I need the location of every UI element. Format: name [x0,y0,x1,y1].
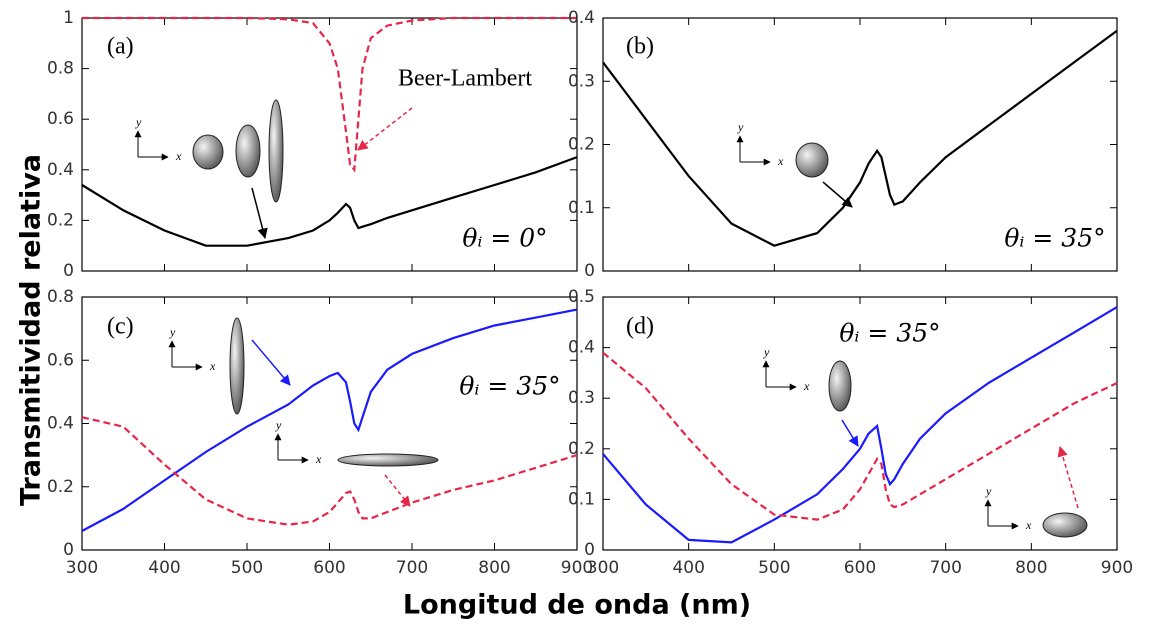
x-tick-label: 700 [396,558,428,578]
inset-y-label: y [737,120,744,134]
inset-x-label: x [777,154,784,168]
inset-y-label: y [169,325,176,339]
x-tick-label: 700 [929,558,961,578]
panel-label: (d) [626,314,654,340]
series-line [81,416,578,526]
y-tick-label: 0.4 [568,8,595,28]
inset-arrow [841,419,859,447]
y-tick-label: 0 [63,540,74,560]
y-axis-label: Transmitividad relativa [16,154,47,506]
inset-x-label: x [315,452,322,466]
series-line [602,29,1118,247]
inset-x-label: x [175,149,182,163]
series-line [81,308,578,532]
panel-label: (a) [107,34,134,60]
x-tick-label: 400 [148,558,180,578]
inset-x-label: x [803,379,810,393]
y-tick-label: 0.1 [568,489,595,509]
inset-arrow [251,339,291,386]
angle-annotation: θᵢ = 35° [1004,224,1105,253]
inset-arrow [822,181,853,208]
inset-y-label: y [985,484,992,498]
inset-y-label: y [275,418,282,432]
series-line [81,156,578,247]
x-tick-label: 900 [561,558,593,578]
inset-y-label: y [763,345,770,359]
y-tick-label: 0 [63,261,74,281]
y-tick-label: 0.4 [47,414,74,434]
y-tick-label: 0.5 [568,287,595,307]
y-tick-label: 0.4 [568,338,595,358]
inset-arrow [251,187,268,240]
y-tick-label: 0.6 [47,350,74,370]
y-tick-label: 0.3 [568,388,595,408]
particle [1042,512,1088,538]
x-tick-label: 800 [1015,558,1047,578]
panel-label: (c) [107,314,134,340]
x-tick-label: 500 [231,558,263,578]
y-tick-label: 0.2 [568,135,595,155]
inset-y-label: y [135,115,142,129]
inset-x-label: x [1025,518,1032,532]
panel-label: (b) [626,34,654,60]
y-tick-label: 0.6 [47,109,74,129]
particle [795,142,829,178]
angle-annotation: θᵢ = 35° [839,319,940,348]
inset-arrow [1057,445,1079,509]
y-tick-label: 0.2 [47,477,74,497]
y-tick-label: 0.2 [47,210,74,230]
angle-annotation: θᵢ = 0° [462,224,547,253]
particle [235,124,261,178]
x-tick-label: 600 [313,558,345,578]
y-tick-label: 0 [584,261,595,281]
particle [337,453,439,467]
y-tick-label: 0 [584,540,595,560]
series-line [602,306,1118,544]
callout-label: Beer-Lambert [398,66,532,92]
angle-annotation: θᵢ = 35° [459,372,560,401]
inset-arrow [384,474,411,507]
particle [828,360,852,412]
series-line [82,16,577,173]
y-tick-label: 0.4 [47,160,74,180]
inset-x-label: x [209,359,216,373]
series-line [602,351,1118,521]
y-tick-label: 0.8 [47,287,74,307]
y-tick-label: 0.1 [568,198,595,218]
y-tick-label: 1 [63,8,74,28]
particle [192,134,224,170]
x-tick-label: 300 [66,558,98,578]
callout-arrow [357,107,413,151]
x-tick-label: 600 [844,558,876,578]
x-tick-label: 300 [587,558,619,578]
y-tick-label: 0.8 [47,59,74,79]
x-tick-label: 400 [672,558,704,578]
particle [229,317,245,415]
y-tick-label: 0.2 [568,439,595,459]
plot-frame [81,296,578,551]
x-tick-label: 500 [758,558,790,578]
x-axis-label: Longitud de onda (nm) [403,590,751,621]
x-tick-label: 900 [1101,558,1133,578]
particle [268,99,284,203]
x-tick-label: 800 [478,558,510,578]
y-tick-label: 0.3 [568,71,595,91]
